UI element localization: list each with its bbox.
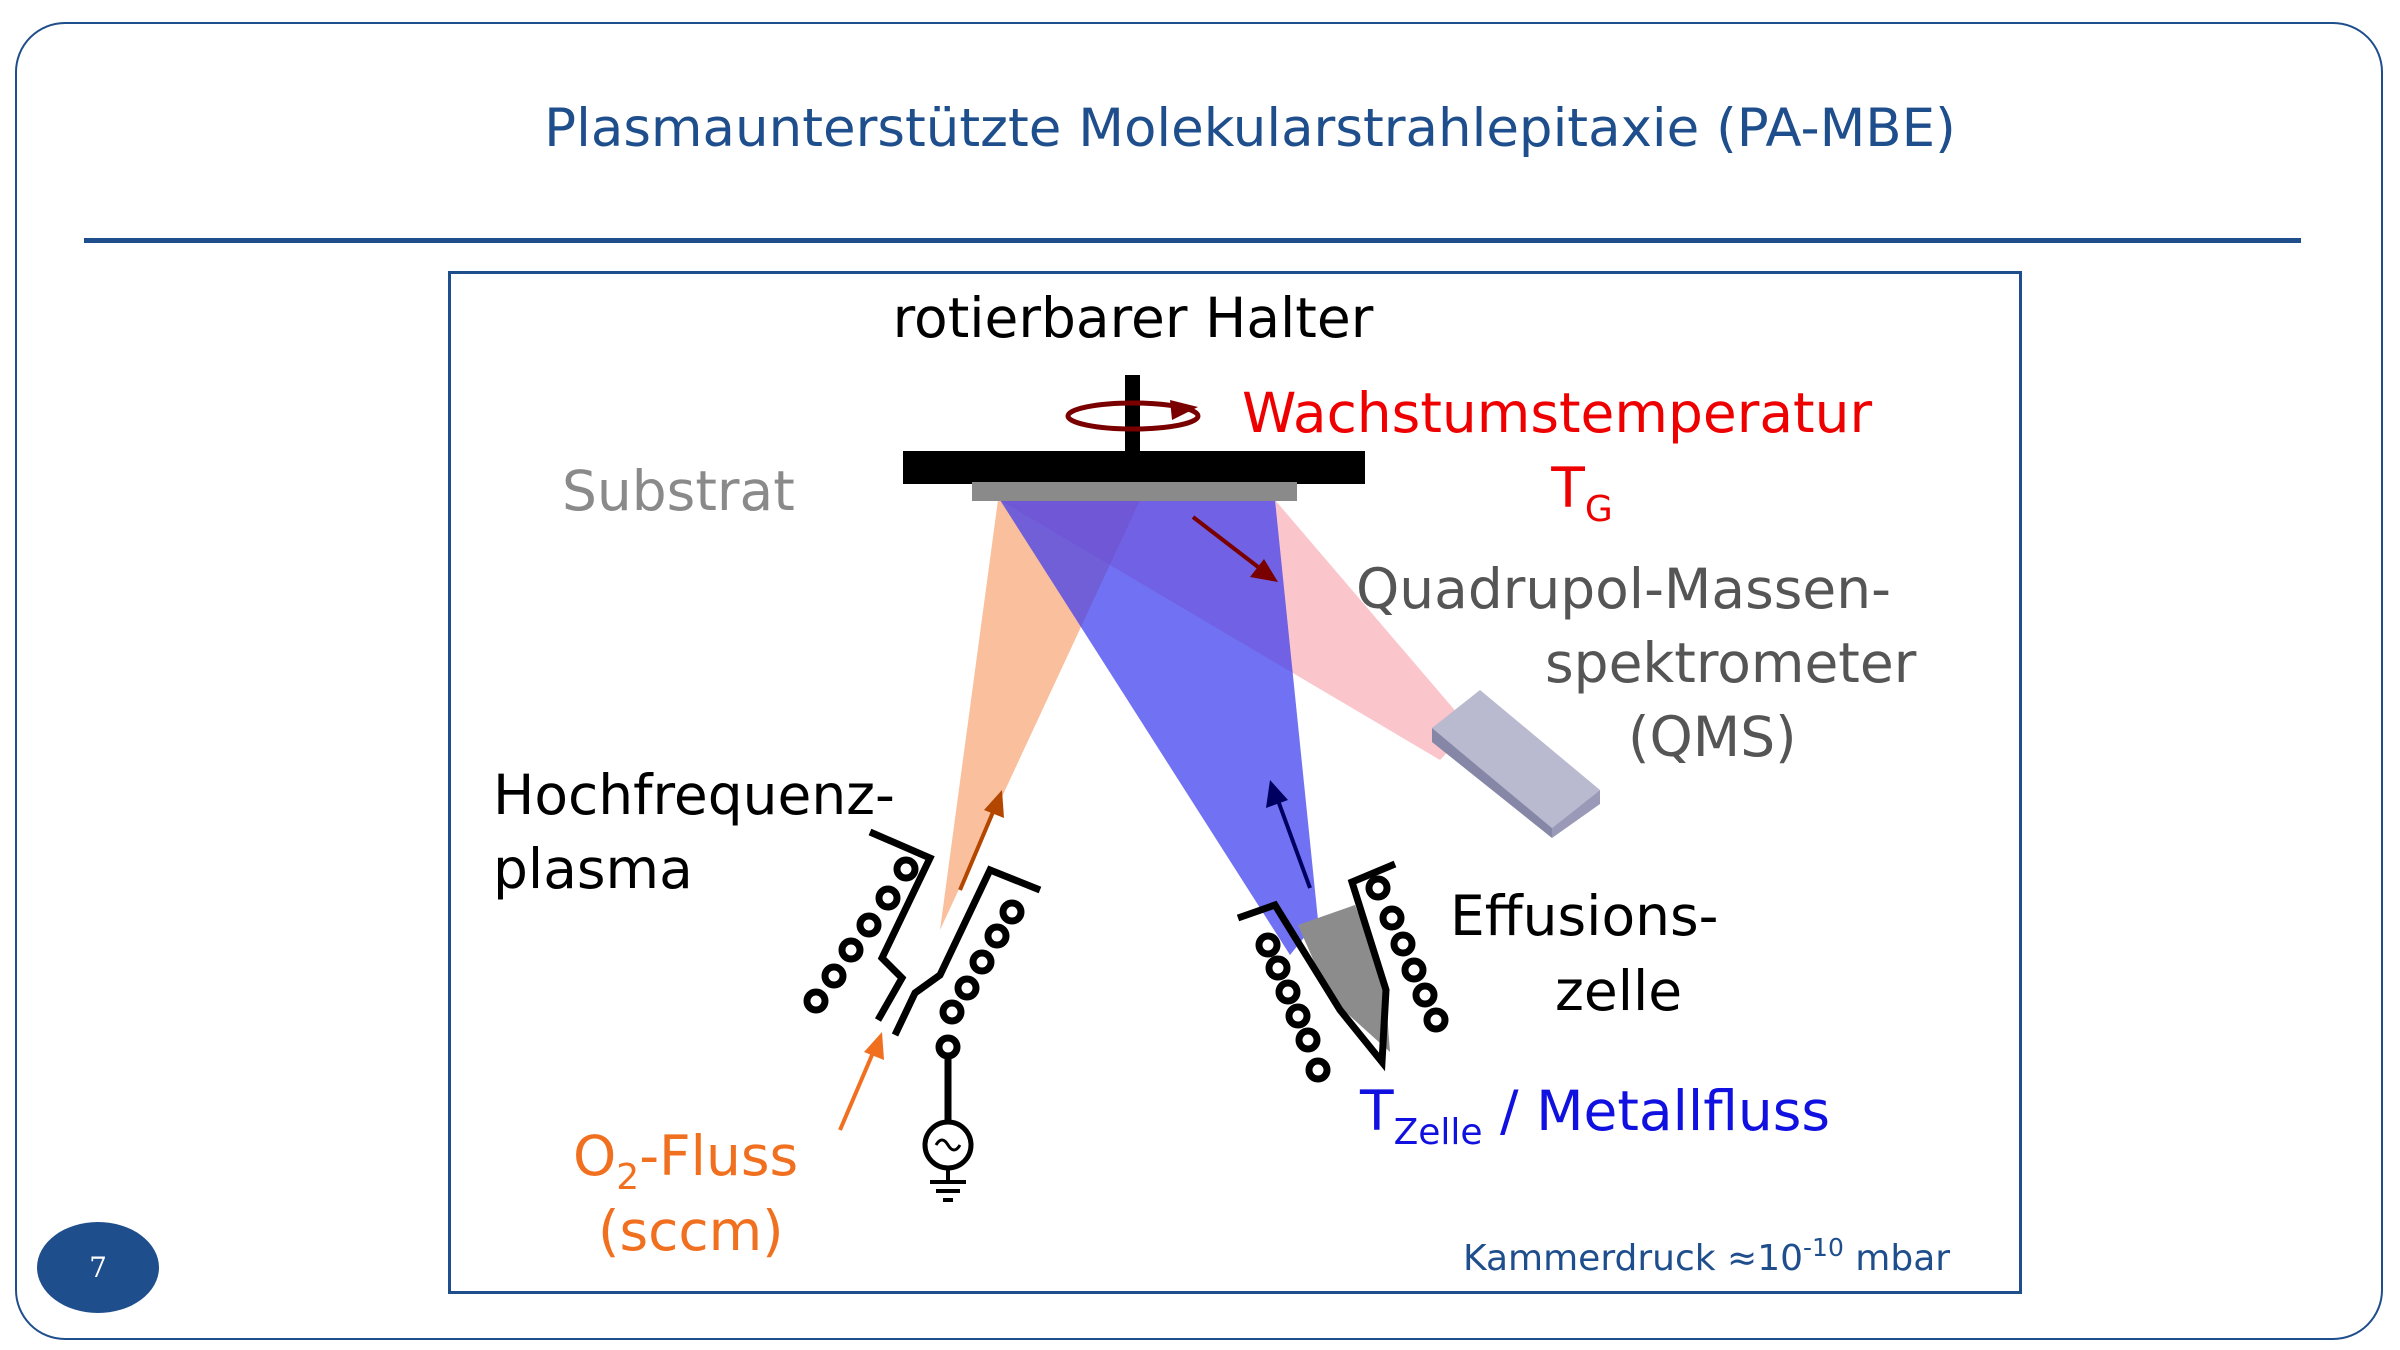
slide-frame [15,22,2383,1340]
oxygen-flux-unit: (sccm) [598,1199,784,1263]
effusion-cell-icon [1236,860,1449,1083]
slide-title: Plasmaunterstützte Molekularstrahlepitax… [544,98,1956,159]
holder-shaft [1125,375,1140,455]
holder-plate [903,451,1365,484]
cell-temperature-metal-flux-label: TZelle / Metallfluss [1359,1079,1830,1153]
title-divider [84,238,2301,243]
oxygen-flow-arrow-icon [958,790,1004,891]
oxygen-inlet-arrow-icon [838,1032,884,1131]
oxygen-flux-label: O2-Fluss [573,1124,798,1198]
chamber-pressure-label: Kammerdruck ≈10-10 mbar [1463,1233,1950,1279]
holder-label: rotierbarer Halter [893,286,1374,350]
effusion-label-line-2: zelle [1555,959,1682,1023]
plasma-label-line-2: plasma [493,837,693,901]
growth-temperature-label: Wachstumstemperatur [1242,381,1872,445]
metal-flow-arrow-icon [1266,780,1312,889]
qms-flow-arrow-icon [1191,515,1278,582]
qms-label-line-2: spektrometer [1545,631,1917,695]
qms-label-line-1: Quadrupol-Massen- [1356,557,1891,621]
rotation-arrow-icon [1065,400,1201,432]
qms-device-icon [1432,690,1600,838]
page-number-badge: 7 [37,1222,159,1313]
metal-flux-beam [1000,500,1318,955]
diagram-frame [448,271,2022,1294]
rf-plasma-source-icon [803,828,1042,1202]
qms-label-line-3: (QMS) [1628,705,1797,769]
growth-temperature-symbol: TG [1550,456,1613,530]
substrate [972,482,1297,501]
plasma-label-line-1: Hochfrequenz- [493,763,895,827]
effusion-label-line-1: Effusions- [1450,884,1718,948]
substrate-label: Substrat [562,459,795,523]
